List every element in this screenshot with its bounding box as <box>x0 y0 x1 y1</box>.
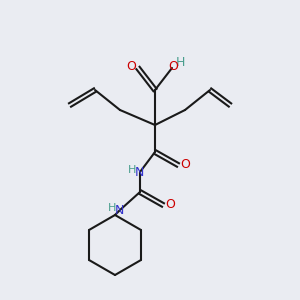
Text: O: O <box>180 158 190 172</box>
Text: N: N <box>114 203 124 217</box>
Text: N: N <box>134 166 144 178</box>
Text: H: H <box>175 56 185 70</box>
Text: H: H <box>128 165 136 175</box>
Text: O: O <box>165 199 175 212</box>
Text: H: H <box>108 203 116 213</box>
Text: O: O <box>168 59 178 73</box>
Text: O: O <box>126 59 136 73</box>
